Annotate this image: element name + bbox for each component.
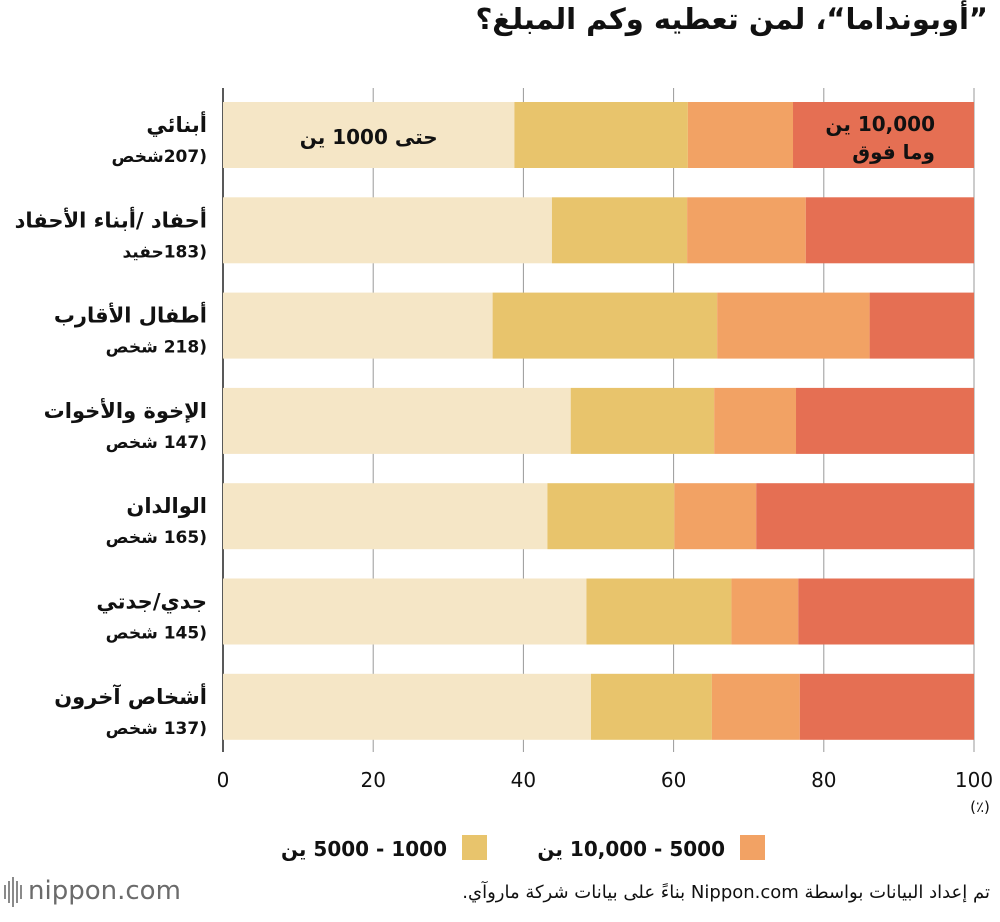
category-sublabel: (183حفيد <box>122 242 207 262</box>
bar-segment <box>223 387 571 454</box>
legend-label: 1000 - 5000 ين <box>281 837 447 861</box>
bar-segment <box>223 197 552 264</box>
chart-title: ”أوبونداما“، لمن تعطيه وكم المبلغ؟ <box>475 2 988 36</box>
x-tick-label: 60 <box>661 768 686 792</box>
in-bar-label-last-2: وما فوق <box>852 140 935 164</box>
category-sublabel: (137 شخص <box>106 719 207 739</box>
bar-segment <box>869 292 974 359</box>
nippon-logo: nippon.com <box>4 876 181 907</box>
bar-segment <box>492 292 718 359</box>
bars: حتى 1000 ين 10,000 ين وما فوق <box>223 102 974 740</box>
bar-segment <box>590 673 712 740</box>
category-label: أبنائي <box>146 110 207 137</box>
bar-segment <box>570 387 715 454</box>
bar-segment <box>731 578 799 645</box>
legend-label: 5000 - 10,000 ين <box>537 837 725 861</box>
bar-segment <box>514 102 688 168</box>
bar-segment <box>798 578 974 645</box>
category-label: الإخوة والأخوات <box>44 397 207 423</box>
bar-segment <box>674 483 757 550</box>
bar-segment <box>799 673 974 740</box>
bar-segment <box>223 673 591 740</box>
category-label: أحفاد /أبناء الأحفاد <box>15 205 207 232</box>
x-tick-label: 100 <box>955 768 993 792</box>
bar-segment <box>223 292 493 359</box>
category-sublabel: (207شخص <box>112 147 207 167</box>
category-label: أطفال الأقارب <box>54 301 207 328</box>
bar-segment <box>586 578 732 645</box>
category-sublabel: (165 شخص <box>106 528 207 548</box>
bar-segment <box>711 673 800 740</box>
category-labels: أبنائي (207شخص أحفاد /أبناء الأحفاد (183حفي… <box>15 110 207 739</box>
in-bar-label-first: حتى 1000 ين <box>300 125 438 149</box>
legend-swatch <box>740 835 765 860</box>
bar-segment <box>687 102 794 168</box>
category-label: جدي/جدتي <box>96 590 207 615</box>
logo-mark-icon <box>4 876 24 907</box>
x-tick-label: 40 <box>511 768 536 792</box>
bar-segment <box>223 578 587 645</box>
x-axis-unit: (٪) <box>970 798 990 816</box>
bar-segment <box>551 197 688 264</box>
x-tick-label: 80 <box>811 768 836 792</box>
bar-segment <box>793 102 974 168</box>
source-note: تم إعداد البيانات بواسطة Nippon.com بناء… <box>462 882 990 903</box>
bar-segment <box>805 197 974 264</box>
category-sublabel: (145 شخص <box>106 624 207 644</box>
bar-segment <box>223 483 548 550</box>
x-axis-ticks: 0 20 40 60 80 100 (٪) <box>217 768 993 816</box>
bar-segment <box>547 483 675 550</box>
bar-segment <box>687 197 806 264</box>
bar-segment <box>223 102 515 168</box>
in-bar-label-last: 10,000 ين <box>825 112 935 136</box>
bar-segment <box>756 483 974 550</box>
category-label: الوالدان <box>126 494 207 518</box>
category-sublabel: (218 شخص <box>106 338 207 358</box>
category-label: أشخاص آخرون <box>54 682 207 709</box>
bar-segment <box>796 387 974 454</box>
legend: 1000 - 5000 ين 5000 - 10,000 ين <box>281 835 765 861</box>
legend-swatch <box>462 835 487 860</box>
bar-segment <box>714 387 797 454</box>
bar-segment <box>717 292 870 359</box>
logo-text: nippon.com <box>28 876 181 906</box>
x-tick-label: 0 <box>217 768 230 792</box>
x-tick-label: 20 <box>360 768 385 792</box>
category-sublabel: (147 شخص <box>106 433 207 453</box>
